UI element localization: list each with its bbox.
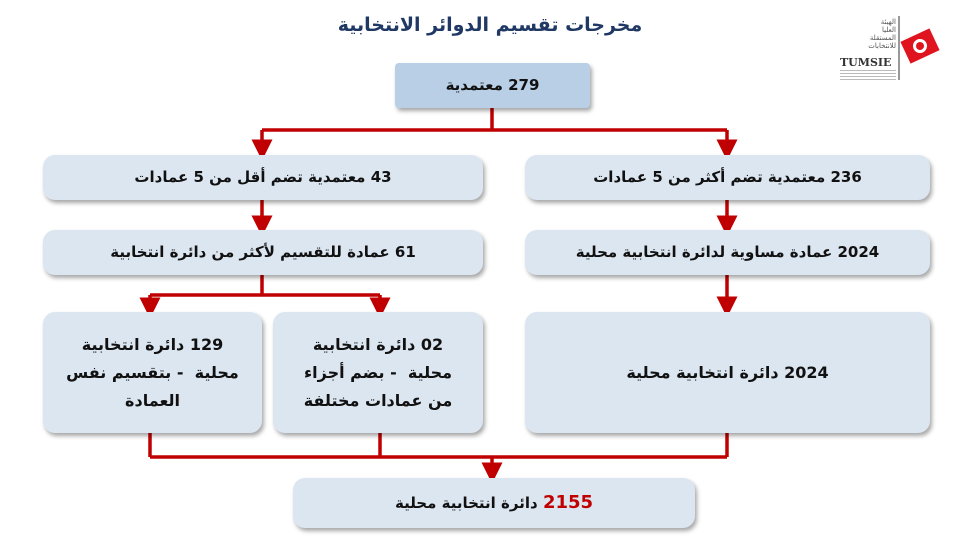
node-root: 279 معتمدية — [395, 63, 590, 108]
node-line: محلية - بضم أجزاء — [303, 362, 453, 382]
connector-bottom — [148, 433, 729, 459]
node-split-imadas: 61 عمادة للتقسيم لأكثر من دائرة انتخابية — [43, 230, 483, 275]
node-line: العمادة — [125, 390, 180, 410]
node-line: محلية - بتقسيم نفس — [66, 362, 239, 382]
total-number: 2155 — [542, 492, 594, 514]
logo-english-text: TUMSIE — [840, 56, 892, 69]
node-less-than-5: 43 معتمدية تضم أقل من 5 عمادات — [43, 155, 483, 200]
logo-divider — [898, 16, 900, 80]
logo-arabic-text: الهيئة العليا المستقلة للانتخابات — [868, 18, 896, 50]
node-split-same: 129 دائرة انتخابية محلية - بتقسيم نفس ال… — [43, 312, 262, 433]
node-total: 2155 دائرة انتخابية محلية — [293, 478, 695, 528]
connector-root — [262, 108, 727, 132]
connector-split — [150, 275, 380, 297]
node-merge-parts: 02 دائرة انتخابية محلية - بضم أجزاء من ع… — [273, 312, 483, 433]
isie-logo: الهيئة العليا المستقلة للانتخابات TUMSIE — [836, 14, 946, 86]
node-line: 129 دائرة انتخابية — [81, 334, 224, 354]
page-title: مخرجات تقسيم الدوائر الانتخابية — [337, 14, 643, 36]
node-line: من عمادات مختلفة — [303, 390, 453, 410]
total-label: دائرة انتخابية محلية — [394, 493, 538, 512]
logo-subtitle-lines — [840, 70, 896, 82]
node-more-than-5: 236 معتمدية تضم أكثر من 5 عمادات — [525, 155, 930, 200]
node-line: 02 دائرة انتخابية — [312, 334, 444, 354]
node-equal-imadas: 2024 عمادة مساوية لدائرة انتخابية محلية — [525, 230, 930, 275]
node-local-2024: 2024 دائرة انتخابية محلية — [525, 312, 930, 433]
